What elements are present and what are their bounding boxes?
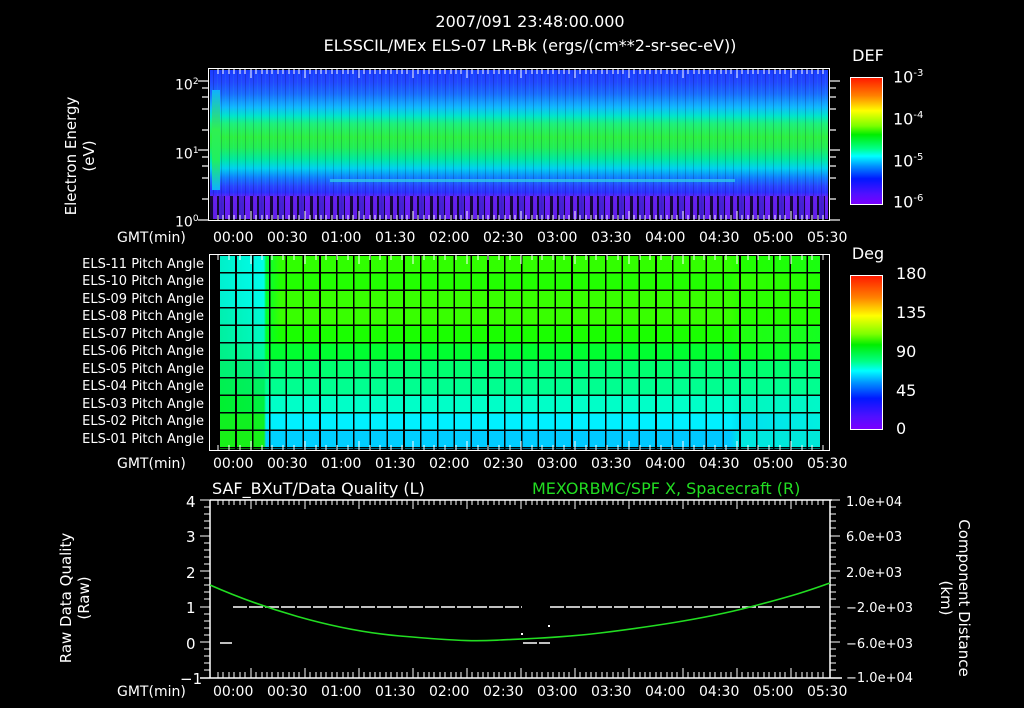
row-label: ELS-03 Pitch Angle	[82, 397, 204, 412]
distance-tick-2e3: 2.0e+03	[846, 566, 903, 581]
time-tick: 04:30	[699, 230, 740, 246]
def-tick-1e-4: 10-4	[893, 109, 924, 129]
deg-tick-180: 180	[896, 264, 927, 283]
time-tick: 02:30	[483, 230, 524, 246]
row-label: ELS-10 Pitch Angle	[82, 274, 204, 289]
deg-tick-90: 90	[896, 342, 917, 361]
time-tick: 05:30	[807, 230, 848, 246]
distance-tick-6e3: 6.0e+03	[846, 530, 903, 545]
time-tick: 04:00	[645, 456, 686, 472]
time-tick: 01:00	[321, 684, 362, 700]
distance-tick-1e4: 1.0e+04	[846, 495, 903, 510]
time-tick: 00:00	[213, 230, 254, 246]
time-tick: 05:00	[753, 456, 794, 472]
pitch-angle-plot-frame	[209, 254, 830, 451]
time-tick: 00:30	[267, 456, 308, 472]
energy-tick-100: 102	[175, 77, 199, 94]
deg-colorbar	[850, 275, 883, 430]
time-tick: 02:00	[429, 456, 470, 472]
time-tick: 02:00	[429, 230, 470, 246]
row-label: ELS-01 Pitch Angle	[82, 432, 204, 447]
spectrogram-start-feature	[212, 90, 220, 190]
deg-colorbar-label: Deg	[851, 244, 885, 263]
time-tick: 01:30	[375, 230, 416, 246]
spectrogram-low-energy-line	[330, 179, 735, 182]
time-axis-label: GMT(min)	[117, 230, 186, 246]
time-tick: 02:00	[429, 684, 470, 700]
quality-tick-2: 2	[186, 564, 196, 582]
time-tick: 01:00	[321, 230, 362, 246]
row-label: ELS-06 Pitch Angle	[82, 344, 204, 359]
spectrogram-low-energy-noise	[210, 196, 828, 219]
energy-tick-1: 100	[175, 214, 199, 231]
time-axis-label: GMT(min)	[117, 684, 186, 700]
row-label: ELS-07 Pitch Angle	[82, 327, 204, 342]
time-tick: 02:30	[483, 456, 524, 472]
time-tick: 03:30	[591, 456, 632, 472]
time-tick: 01:00	[321, 456, 362, 472]
time-tick: 04:00	[645, 230, 686, 246]
time-tick: 00:00	[213, 684, 254, 700]
time-tick: 00:30	[267, 684, 308, 700]
time-tick: 00:00	[213, 456, 254, 472]
energy-spectrogram-image[interactable]	[210, 70, 828, 219]
def-tick-1e-5: 10-5	[893, 151, 924, 171]
time-tick: 03:00	[537, 684, 578, 700]
quality-tick-4: 4	[186, 493, 196, 511]
row-label: ELS-05 Pitch Angle	[82, 362, 204, 377]
row-label: ELS-09 Pitch Angle	[82, 292, 204, 307]
time-tick: 00:30	[267, 230, 308, 246]
plot-title: ELSSCIL/MEx ELS-07 LR-Bk (ergs/(cm**2-sr…	[323, 36, 737, 55]
spacecraft-x-series	[209, 582, 831, 642]
distance-tick-minus1e4: −1.0e+04	[846, 671, 913, 686]
time-tick: 04:30	[699, 684, 740, 700]
time-tick: 04:30	[699, 456, 740, 472]
row-label: ELS-04 Pitch Angle	[82, 379, 204, 394]
time-tick: 05:30	[807, 684, 848, 700]
def-colorbar-label: DEF	[852, 46, 884, 65]
energy-tick-10: 101	[175, 146, 199, 163]
time-tick: 04:00	[645, 684, 686, 700]
time-tick: 02:30	[483, 684, 524, 700]
time-tick: 03:00	[537, 230, 578, 246]
time-axis-label: GMT(min)	[117, 456, 186, 472]
time-tick: 05:00	[753, 230, 794, 246]
time-tick: 03:00	[537, 456, 578, 472]
time-tick: 01:30	[375, 456, 416, 472]
def-colorbar	[850, 77, 883, 205]
plot-timestamp: 2007/091 23:48:00.000	[435, 12, 625, 31]
pitch-angle-grid	[220, 256, 820, 449]
time-tick: 03:30	[591, 684, 632, 700]
position-title-right: MEXORBMC/SPF X, Spacecraft (R)	[532, 479, 801, 498]
quality-tick-3: 3	[186, 528, 196, 546]
deg-tick-135: 135	[896, 303, 927, 322]
deg-tick-45: 45	[896, 381, 917, 400]
energy-plot-frame	[208, 68, 830, 221]
time-tick: 05:30	[807, 456, 848, 472]
quality-tick-minus1: −1	[180, 670, 203, 688]
deg-tick-0: 0	[896, 419, 907, 438]
quality-title-left: SAF_BXuT/Data Quality (L)	[212, 479, 425, 498]
time-tick: 05:00	[753, 684, 794, 700]
time-tick: 01:30	[375, 684, 416, 700]
def-tick-1e-6: 10-6	[893, 192, 924, 212]
row-label: ELS-11 Pitch Angle	[82, 257, 204, 272]
row-label: ELS-02 Pitch Angle	[82, 414, 204, 429]
def-tick-1e-3: 10-3	[893, 67, 924, 87]
distance-tick-minus6e3: −6.0e+03	[846, 637, 913, 652]
distance-tick-minus2e3: −2.0e+03	[846, 601, 913, 616]
time-tick: 03:30	[591, 230, 632, 246]
quality-tick-1: 1	[186, 599, 196, 617]
row-label: ELS-08 Pitch Angle	[82, 309, 204, 324]
data-quality-series	[220, 606, 820, 644]
quality-tick-0: 0	[186, 635, 196, 653]
